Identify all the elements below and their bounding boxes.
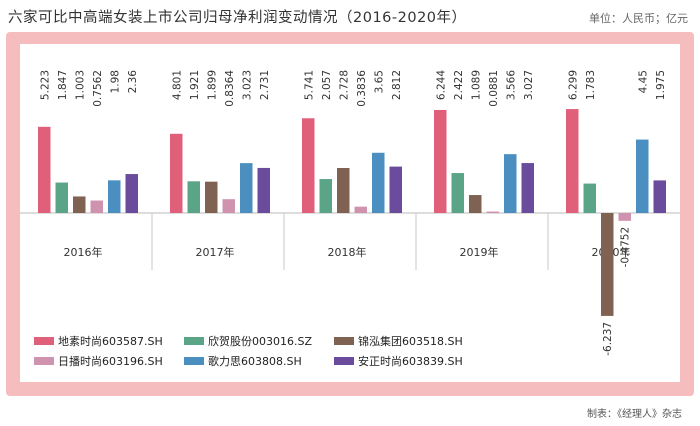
data-label: 1.783 — [585, 70, 597, 100]
data-label: 1.003 — [74, 70, 86, 100]
bar — [125, 174, 138, 213]
bar — [486, 211, 499, 213]
data-label: 2.057 — [321, 70, 333, 100]
data-label: -6.237 — [602, 322, 614, 356]
data-label: 2.422 — [453, 70, 465, 100]
bar — [451, 173, 464, 213]
bar — [653, 180, 666, 213]
bar — [566, 109, 579, 213]
bar — [55, 182, 68, 213]
source-note: 制表：《经理人》杂志 — [587, 409, 682, 420]
bar — [504, 154, 517, 213]
data-label: 6.299 — [567, 70, 579, 100]
data-label: 5.741 — [303, 70, 315, 100]
legend-item: 锦泓集团603518.SH — [334, 333, 463, 349]
data-label: 1.847 — [57, 70, 69, 100]
legend-item: 歌力思603808.SH — [184, 353, 302, 369]
bar — [240, 163, 253, 213]
x-tick-label: 2019年 — [460, 245, 499, 259]
data-label: 3.566 — [505, 70, 517, 100]
data-label: 6.244 — [435, 70, 447, 100]
data-label: 2.36 — [127, 70, 139, 94]
legend-label: 欣贺股份003016.SZ — [208, 335, 313, 348]
data-label: 3.023 — [241, 70, 253, 100]
bar — [73, 196, 86, 213]
legend-swatch — [184, 337, 204, 345]
bar — [257, 167, 270, 213]
data-label: 1.98 — [109, 70, 121, 93]
chart-panel: 2016年 5.223 1.847 1.003 0.7562 1.98 2.36 2017年 4… — [20, 44, 680, 382]
bar — [205, 181, 218, 213]
bar — [302, 118, 315, 213]
data-label: 3.65 — [373, 70, 385, 93]
bar-chart: 2016年 5.223 1.847 1.003 0.7562 1.98 2.36 2017年 4… — [20, 70, 680, 356]
data-label: 0.3836 — [356, 70, 368, 107]
chart-title: 六家可比中高端女装上市公司归母净利润变动情况（2016-2020年） — [8, 10, 467, 26]
legend-item: 日播时尚603196.SH — [34, 353, 163, 369]
legend-item: 地素时尚603587.SH — [34, 333, 163, 349]
bar — [521, 163, 534, 213]
legend-item: 安正时尚603839.SH — [334, 353, 463, 369]
x-tick-label: 2017年 — [196, 245, 235, 259]
x-tick-label: 2018年 — [328, 245, 367, 259]
data-label: -0.4752 — [620, 227, 632, 268]
bar — [636, 139, 649, 213]
data-label: 3.027 — [523, 70, 535, 100]
bar — [222, 199, 235, 213]
bar — [469, 195, 482, 213]
data-label: 2.728 — [338, 70, 350, 100]
legend-label: 安正时尚603839.SH — [358, 355, 463, 368]
bar — [337, 167, 350, 213]
data-label: 1.921 — [189, 70, 201, 100]
data-label: 0.8364 — [224, 70, 236, 107]
legend-swatch — [334, 337, 354, 345]
legend-label: 歌力思603808.SH — [208, 355, 302, 368]
data-label: 4.45 — [637, 70, 649, 93]
data-label: 0.7562 — [92, 70, 104, 107]
data-label: 2.731 — [259, 70, 271, 100]
legend-swatch — [34, 337, 54, 345]
bar — [187, 181, 200, 213]
bar — [108, 180, 121, 213]
data-label: 4.801 — [171, 70, 183, 100]
bar — [618, 213, 631, 221]
bar — [583, 183, 596, 213]
legend-label: 地素时尚603587.SH — [58, 335, 163, 348]
data-label: 2.812 — [391, 70, 403, 100]
bar — [354, 206, 367, 213]
bar — [389, 166, 402, 213]
bar — [38, 126, 51, 213]
x-tick-label: 2016年 — [64, 245, 103, 259]
bar — [319, 179, 332, 213]
legend: 地素时尚603587.SH 欣贺股份003016.SZ 锦泓集团603518.SH 日… — [34, 333, 504, 377]
data-label: 1.975 — [655, 70, 667, 100]
data-label: 0.0881 — [488, 70, 500, 107]
bar — [90, 200, 103, 213]
legend-swatch — [184, 357, 204, 365]
legend-swatch — [334, 357, 354, 365]
data-label: 1.899 — [206, 70, 218, 100]
data-label: 5.223 — [39, 70, 51, 100]
bar — [170, 133, 183, 213]
legend-label: 锦泓集团603518.SH — [358, 335, 463, 348]
bar — [601, 213, 614, 316]
data-label: 1.089 — [470, 70, 482, 100]
bar — [434, 109, 447, 213]
legend-item: 欣贺股份003016.SZ — [184, 333, 312, 349]
unit-label: 单位：人民币；亿元 — [589, 12, 688, 25]
legend-label: 日播时尚603196.SH — [58, 355, 163, 368]
legend-swatch — [34, 357, 54, 365]
bar — [372, 152, 385, 213]
